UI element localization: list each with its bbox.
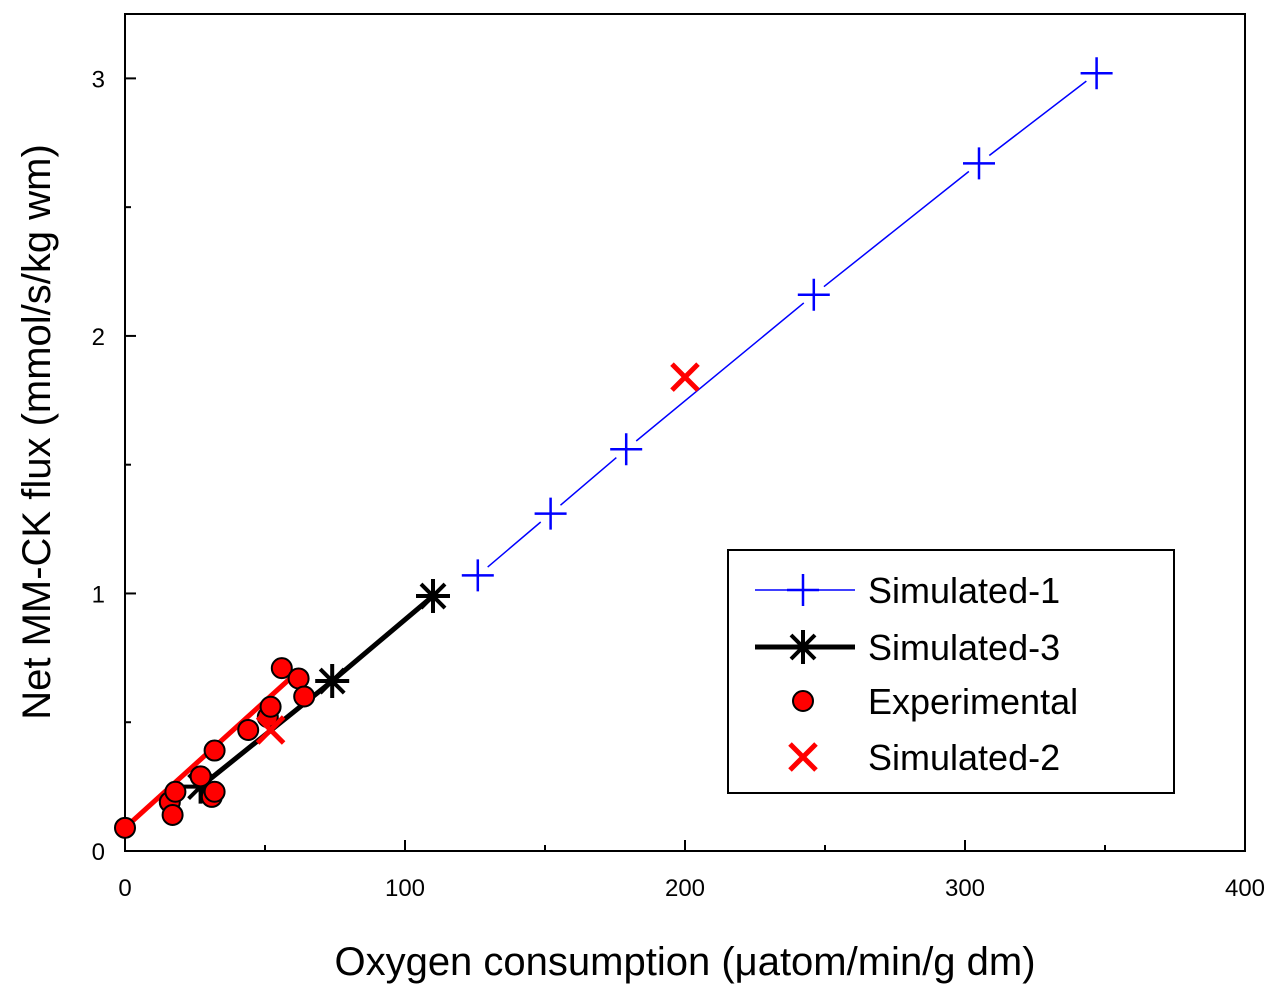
data-point-experimental: [259, 695, 282, 718]
legend-marker: [792, 690, 814, 712]
legend-item: Experimental: [792, 681, 1078, 722]
data-point-experimental: [270, 657, 293, 680]
legend-item: Simulated-3: [755, 627, 1060, 668]
data-point-experimental: [114, 816, 136, 839]
data-point-experimental: [161, 803, 184, 826]
x-tick-label: 100: [385, 875, 425, 902]
x-axis-title: Oxygen consumption (μatom/min/g dm): [334, 940, 1035, 984]
y-tick-label: 0: [92, 839, 105, 866]
data-point-experimental: [293, 685, 316, 708]
series-line-simulated-1: [477, 72, 1098, 577]
data-point-simulated-3: [315, 664, 350, 699]
y-tick-label: 2: [92, 324, 105, 351]
y-tick-label: 3: [92, 66, 105, 93]
legend-label: Simulated-1: [868, 570, 1060, 611]
x-tick-label: 300: [945, 875, 985, 902]
data-point-simulated-1: [461, 559, 494, 592]
data-point-experimental: [189, 765, 212, 788]
series-simulated-1: [461, 57, 1113, 592]
data-point-simulated-2: [255, 715, 286, 745]
y-axis-title: Net MM-CK flux (mmol/s/kg wm): [15, 144, 59, 720]
data-point-simulated-3: [416, 579, 450, 614]
y-axis-ticks: 0 1 2 3: [92, 66, 136, 866]
legend-label: Experimental: [868, 681, 1078, 722]
data-point-experimental: [237, 718, 260, 741]
legend-marker: [787, 574, 819, 606]
legend-label: Simulated-2: [868, 737, 1060, 778]
legend-marker: [786, 630, 820, 664]
data-point-experimental: [287, 667, 310, 690]
data-point-simulated-1: [797, 278, 830, 311]
data-point-simulated-1: [1080, 57, 1113, 90]
legend-item: Simulated-1: [755, 570, 1060, 611]
legend-label: Simulated-3: [868, 627, 1060, 668]
series-layer: [114, 57, 1113, 839]
x-tick-label: 400: [1225, 875, 1265, 902]
series-line-simulated-3: [199, 594, 435, 789]
legend-marker: [788, 742, 818, 772]
data-point-experimental: [203, 780, 226, 803]
series-simulated-3: [183, 579, 450, 804]
data-point-simulated-2: [670, 362, 700, 392]
legend-item: Simulated-2: [788, 737, 1060, 778]
x-axis-ticks: 0 100 200 300 400: [118, 840, 1265, 902]
data-point-experimental: [164, 780, 187, 803]
series-simulated-2: [255, 362, 700, 745]
data-point-simulated-1: [963, 147, 995, 180]
data-point-experimental: [203, 739, 226, 762]
x-tick-label: 200: [665, 875, 705, 902]
x-tick-label: 0: [118, 875, 131, 902]
y-tick-label: 1: [92, 581, 105, 608]
data-point-simulated-1: [610, 433, 643, 466]
legend: Simulated-1 Simulated-3 Experimental Simula…: [727, 549, 1175, 794]
data-point-simulated-1: [534, 497, 567, 530]
